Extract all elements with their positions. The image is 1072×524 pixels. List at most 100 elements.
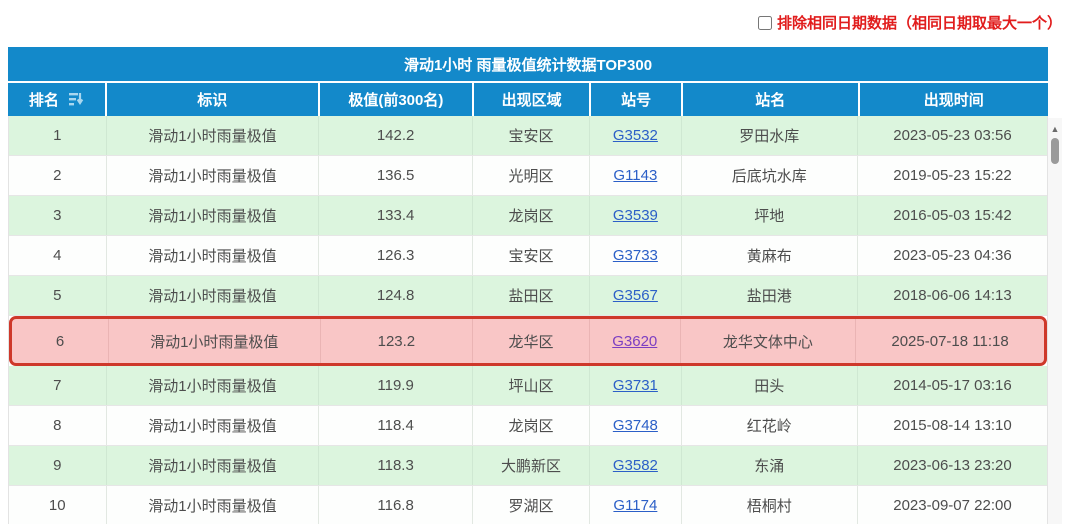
table-row: 7 滑动1小时雨量极值 119.9 坪山区 G3731 田头 2014-05-17 03:1…	[9, 366, 1047, 406]
cell-station_name: 东涌	[680, 446, 857, 485]
column-header-label: 出现区域	[501, 92, 562, 109]
cell-time: 2016-05-03 15:42	[857, 196, 1047, 235]
cell-district: 宝安区	[471, 236, 589, 275]
cell-value: 124.8	[318, 276, 472, 315]
cell-station_name: 黄麻布	[680, 236, 857, 275]
cell-label: 滑动1小时雨量极值	[105, 196, 319, 235]
cell-label: 滑动1小时雨量极值	[105, 116, 319, 155]
cell-value: 136.5	[318, 156, 472, 195]
station-id-link[interactable]: G3539	[612, 207, 658, 224]
cell-rank: 3	[53, 207, 62, 224]
station-id-link[interactable]: G3532	[612, 127, 658, 144]
cell-station_id: G3620	[588, 319, 680, 363]
station-id-link[interactable]: G3748	[612, 417, 658, 434]
sort-icon[interactable]	[68, 92, 84, 107]
cell-station_name: 梧桐村	[680, 486, 857, 524]
column-header-label: 排名	[28, 92, 59, 109]
cell-rank: 6	[55, 332, 65, 350]
cell-value: 123.2	[319, 319, 473, 363]
table-title: 滑动1小时 雨量极值统计数据TOP300	[8, 47, 1048, 83]
cell-value: 142.2	[318, 116, 472, 155]
cell-label: 滑动1小时雨量极值	[105, 276, 319, 315]
station-id-link[interactable]: G1174	[613, 497, 658, 514]
cell-value: 118.3	[318, 446, 472, 485]
table-header-row: 排名 标识 极值(前300名) 出现区域 站号 站名 出现时间	[8, 83, 1048, 116]
cell-time: 2014-05-17 03:16	[857, 366, 1047, 405]
table-row: 2 滑动1小时雨量极值 136.5 光明区 G1143 后底坑水库 2019-05-23 1…	[9, 156, 1047, 196]
table-row: 8 滑动1小时雨量极值 118.4 龙岗区 G3748 红花岭 2015-08-14 13:…	[9, 406, 1047, 446]
column-header-label: 极值(前300名)	[348, 92, 444, 109]
column-header-rank[interactable]: 排名	[8, 83, 105, 116]
cell-time: 2015-08-14 13:10	[857, 406, 1047, 445]
cell-station_id: G1174	[589, 486, 680, 524]
table-row: 4 滑动1小时雨量极值 126.3 宝安区 G3733 黄麻布 2023-05-23 04:…	[9, 236, 1047, 276]
column-header-label: 站名	[755, 92, 786, 109]
cell-station_name: 田头	[680, 366, 857, 405]
dedupe-checkbox[interactable]	[757, 15, 772, 30]
table-row: 3 滑动1小时雨量极值 133.4 龙岗区 G3539 坪地 2016-05-03 15:4…	[9, 196, 1047, 236]
cell-time: 2018-06-06 14:13	[857, 276, 1047, 315]
cell-value: 118.4	[318, 406, 472, 445]
cell-district: 光明区	[471, 156, 589, 195]
cell-time: 2023-05-23 03:56	[857, 116, 1047, 155]
column-header-district: 出现区域	[471, 83, 590, 116]
cell-district: 龙华区	[472, 319, 589, 363]
cell-district: 龙岗区	[471, 406, 589, 445]
table-row: 9 滑动1小时雨量极值 118.3 大鹏新区 G3582 东涌 2023-06-13 23:…	[9, 446, 1047, 486]
cell-time: 2023-05-23 04:36	[857, 236, 1047, 275]
cell-label: 滑动1小时雨量极值	[107, 319, 320, 363]
station-id-link[interactable]: G3582	[612, 457, 658, 474]
cell-district: 大鹏新区	[471, 446, 589, 485]
cell-station_id: G3532	[589, 116, 680, 155]
cell-label: 滑动1小时雨量极值	[105, 366, 319, 405]
cell-station_id: G3731	[589, 366, 680, 405]
table-row: 1 滑动1小时雨量极值 142.2 宝安区 G3532 罗田水库 2023-05-23 03…	[9, 116, 1047, 156]
column-header-station_name: 站名	[680, 83, 858, 116]
cell-time: 2019-05-23 15:22	[857, 156, 1047, 195]
station-id-link[interactable]: G3567	[612, 287, 658, 304]
column-header-label: 标识	[104, 83, 318, 116]
cell-value: 116.8	[318, 486, 472, 524]
column-header-label: 标识	[197, 92, 228, 109]
table-row: 10 滑动1小时雨量极值 116.8 罗湖区 G1174 梧桐村 2023-09-07 22…	[9, 486, 1047, 524]
cell-rank: 9	[53, 457, 62, 474]
cell-station_id: G3539	[589, 196, 680, 235]
column-header-label: 出现时间	[923, 92, 984, 109]
cell-district: 罗湖区	[471, 486, 589, 524]
station-id-link[interactable]: G3733	[612, 247, 658, 264]
dedupe-filter: 排除相同日期数据（相同日期取最大一个）	[757, 12, 1062, 33]
column-header-station_id: 站号	[589, 83, 681, 116]
cell-station_id: G3567	[589, 276, 680, 315]
cell-district: 龙岗区	[471, 196, 589, 235]
cell-rank: 1	[53, 127, 62, 144]
column-header-time: 出现时间	[857, 83, 1048, 116]
station-id-link[interactable]: G1143	[613, 167, 658, 184]
cell-label: 滑动1小时雨量极值	[105, 406, 319, 445]
cell-rank: 8	[53, 417, 62, 434]
station-id-link[interactable]: G3731	[612, 377, 658, 394]
cell-station_name: 后底坑水库	[680, 156, 857, 195]
cell-rank: 10	[48, 497, 66, 514]
cell-station_id: G3748	[589, 406, 680, 445]
cell-value: 126.3	[318, 236, 472, 275]
cell-rank: 2	[53, 167, 62, 184]
cell-district: 宝安区	[471, 116, 589, 155]
scrollbar-thumb[interactable]	[1051, 138, 1059, 164]
cell-rank: 5	[53, 287, 62, 304]
column-header-label: 站号	[621, 92, 652, 109]
cell-rank: 7	[53, 377, 62, 394]
cell-district: 坪山区	[471, 366, 589, 405]
scroll-up-arrow-icon[interactable]: ▲	[1050, 124, 1060, 134]
table-row-highlighted: 6 滑动1小时雨量极值 123.2 龙华区 G3620 龙华文体中心 2025-07-18 …	[9, 316, 1047, 366]
cell-time: 2023-06-13 23:20	[857, 446, 1047, 485]
cell-station_name: 坪地	[680, 196, 857, 235]
cell-station_id: G3582	[589, 446, 680, 485]
column-header-value: 极值(前300名)	[317, 83, 472, 116]
cell-station_id: G1143	[589, 156, 680, 195]
station-id-link[interactable]: G3620	[612, 332, 658, 350]
cell-district: 盐田区	[471, 276, 589, 315]
cell-label: 滑动1小时雨量极值	[105, 236, 319, 275]
vertical-scrollbar[interactable]: ▲	[1048, 118, 1062, 524]
cell-time: 2023-09-07 22:00	[857, 486, 1047, 524]
